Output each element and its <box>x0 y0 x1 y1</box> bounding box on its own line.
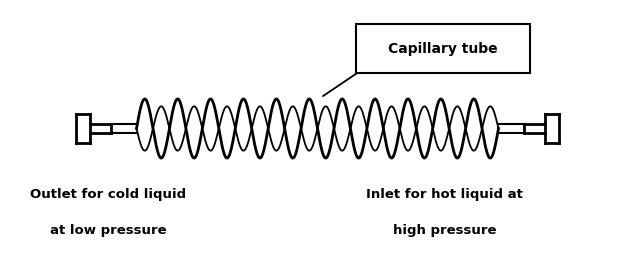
Text: high pressure: high pressure <box>393 224 496 237</box>
Text: Outlet for cold liquid: Outlet for cold liquid <box>30 188 186 201</box>
Text: Inlet for hot liquid at: Inlet for hot liquid at <box>366 188 523 201</box>
Text: at low pressure: at low pressure <box>50 224 166 237</box>
Text: Capillary tube: Capillary tube <box>388 42 498 56</box>
FancyBboxPatch shape <box>356 24 530 73</box>
